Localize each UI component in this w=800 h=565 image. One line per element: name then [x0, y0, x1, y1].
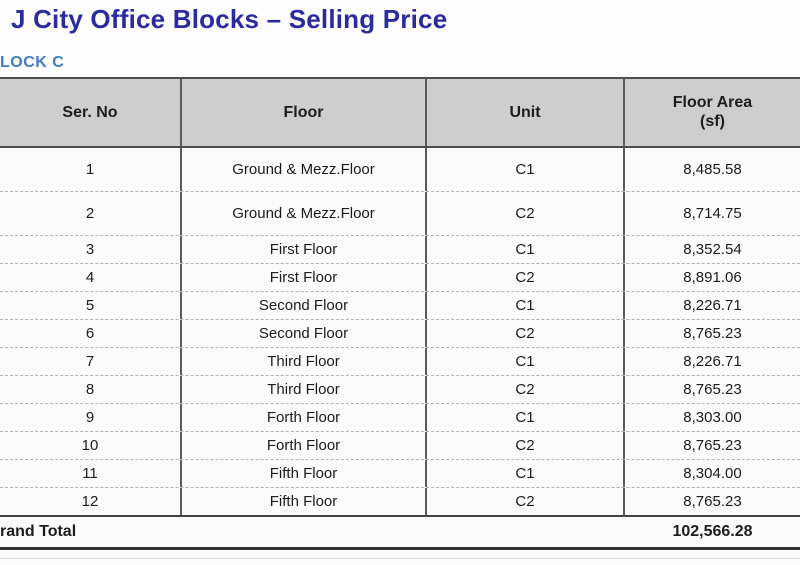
cell-floor-area: 8,765.23	[683, 493, 742, 510]
grand-total-row: rand Total 102,566.28	[0, 515, 800, 550]
footer-strip	[0, 550, 800, 565]
header-floor-area: Floor Area (sf)	[625, 79, 800, 146]
cell-unit: C2	[427, 488, 625, 515]
cell-unit: C2	[427, 192, 625, 235]
cell-floor: Forth Floor	[182, 404, 427, 431]
cell-floor-area: 8,352.54	[683, 241, 742, 258]
cell-floor-area: 8,891.06	[683, 269, 742, 286]
cell-ser-no: 7	[0, 348, 182, 375]
table-row: 11 Fifth Floor C1 8,304.00	[0, 460, 800, 488]
pricing-table: Ser. No Floor Unit Floor Area (sf) 1 Grou…	[0, 77, 800, 550]
table-row: 8 Third Floor C2 8,765.23	[0, 376, 800, 404]
table-row: 10 Forth Floor C2 8,765.23	[0, 432, 800, 460]
cell-unit: C2	[427, 376, 625, 403]
cell-floor: Forth Floor	[182, 432, 427, 459]
cell-ser-no: 5	[0, 292, 182, 319]
grand-total-label: rand Total	[0, 523, 77, 540]
cell-ser-no: 8	[0, 376, 182, 403]
header-ser-no: Ser. No	[0, 79, 182, 146]
cell-ser-no: 1	[0, 148, 182, 191]
cell-unit: C1	[427, 148, 625, 191]
cell-floor: Second Floor	[182, 292, 427, 319]
cell-floor-area: 8,765.23	[683, 437, 742, 454]
cell-floor-area: 8,485.58	[683, 161, 742, 178]
cell-ser-no: 4	[0, 264, 182, 291]
cell-unit: C2	[427, 432, 625, 459]
cell-unit: C1	[427, 236, 625, 263]
page-title: J City Office Blocks – Selling Price	[11, 4, 448, 34]
table-row: 6 Second Floor C2 8,765.23	[0, 320, 800, 348]
page-edge-rule	[0, 558, 800, 559]
title-area: J City Office Blocks – Selling Price LOC…	[0, 0, 800, 77]
cell-floor-area: 8,304.00	[683, 465, 742, 482]
table-row: 2 Ground & Mezz.Floor C2 8,714.75	[0, 192, 800, 236]
header-floor-area-line2: (sf)	[700, 112, 725, 130]
cell-floor: Ground & Mezz.Floor	[182, 192, 427, 235]
cell-unit: C1	[427, 404, 625, 431]
cell-ser-no: 9	[0, 404, 182, 431]
cell-unit: C2	[427, 320, 625, 347]
cell-floor: First Floor	[182, 236, 427, 263]
table-body: 1 Ground & Mezz.Floor C1 8,485.58 2 Ground & …	[0, 148, 800, 515]
header-floor: Floor	[182, 79, 427, 146]
cell-ser-no: 11	[0, 460, 182, 487]
table-row: 9 Forth Floor C1 8,303.00	[0, 404, 800, 432]
block-label: LOCK C	[0, 54, 65, 71]
cell-floor-area: 8,226.71	[683, 297, 742, 314]
table-header-row: Ser. No Floor Unit Floor Area (sf)	[0, 79, 800, 148]
cell-floor-area: 8,765.23	[683, 381, 742, 398]
table-row: 4 First Floor C2 8,891.06	[0, 264, 800, 292]
cell-ser-no: 10	[0, 432, 182, 459]
cell-ser-no: 12	[0, 488, 182, 515]
grand-total-value: 102,566.28	[672, 523, 753, 540]
cell-floor: First Floor	[182, 264, 427, 291]
cell-ser-no: 2	[0, 192, 182, 235]
table-row: 12 Fifth Floor C2 8,765.23	[0, 488, 800, 515]
header-unit: Unit	[427, 79, 625, 146]
cell-floor-area: 8,303.00	[683, 409, 742, 426]
cell-floor: Second Floor	[182, 320, 427, 347]
header-floor-area-line1: Floor Area	[672, 94, 753, 112]
cell-floor-area: 8,226.71	[683, 353, 742, 370]
cell-unit: C1	[427, 460, 625, 487]
cell-floor-area: 8,714.75	[683, 205, 742, 222]
cell-floor: Third Floor	[182, 348, 427, 375]
table-row: 7 Third Floor C1 8,226.71	[0, 348, 800, 376]
cell-floor: Ground & Mezz.Floor	[182, 148, 427, 191]
table-row: 1 Ground & Mezz.Floor C1 8,485.58	[0, 148, 800, 192]
cell-floor: Fifth Floor	[182, 460, 427, 487]
cell-floor-area: 8,765.23	[683, 325, 742, 342]
cell-unit: C2	[427, 264, 625, 291]
cell-floor: Fifth Floor	[182, 488, 427, 515]
table-row: 5 Second Floor C1 8,226.71	[0, 292, 800, 320]
cell-unit: C1	[427, 292, 625, 319]
cell-ser-no: 3	[0, 236, 182, 263]
table-row: 3 First Floor C1 8,352.54	[0, 236, 800, 264]
cell-floor: Third Floor	[182, 376, 427, 403]
cell-unit: C1	[427, 348, 625, 375]
cell-ser-no: 6	[0, 320, 182, 347]
